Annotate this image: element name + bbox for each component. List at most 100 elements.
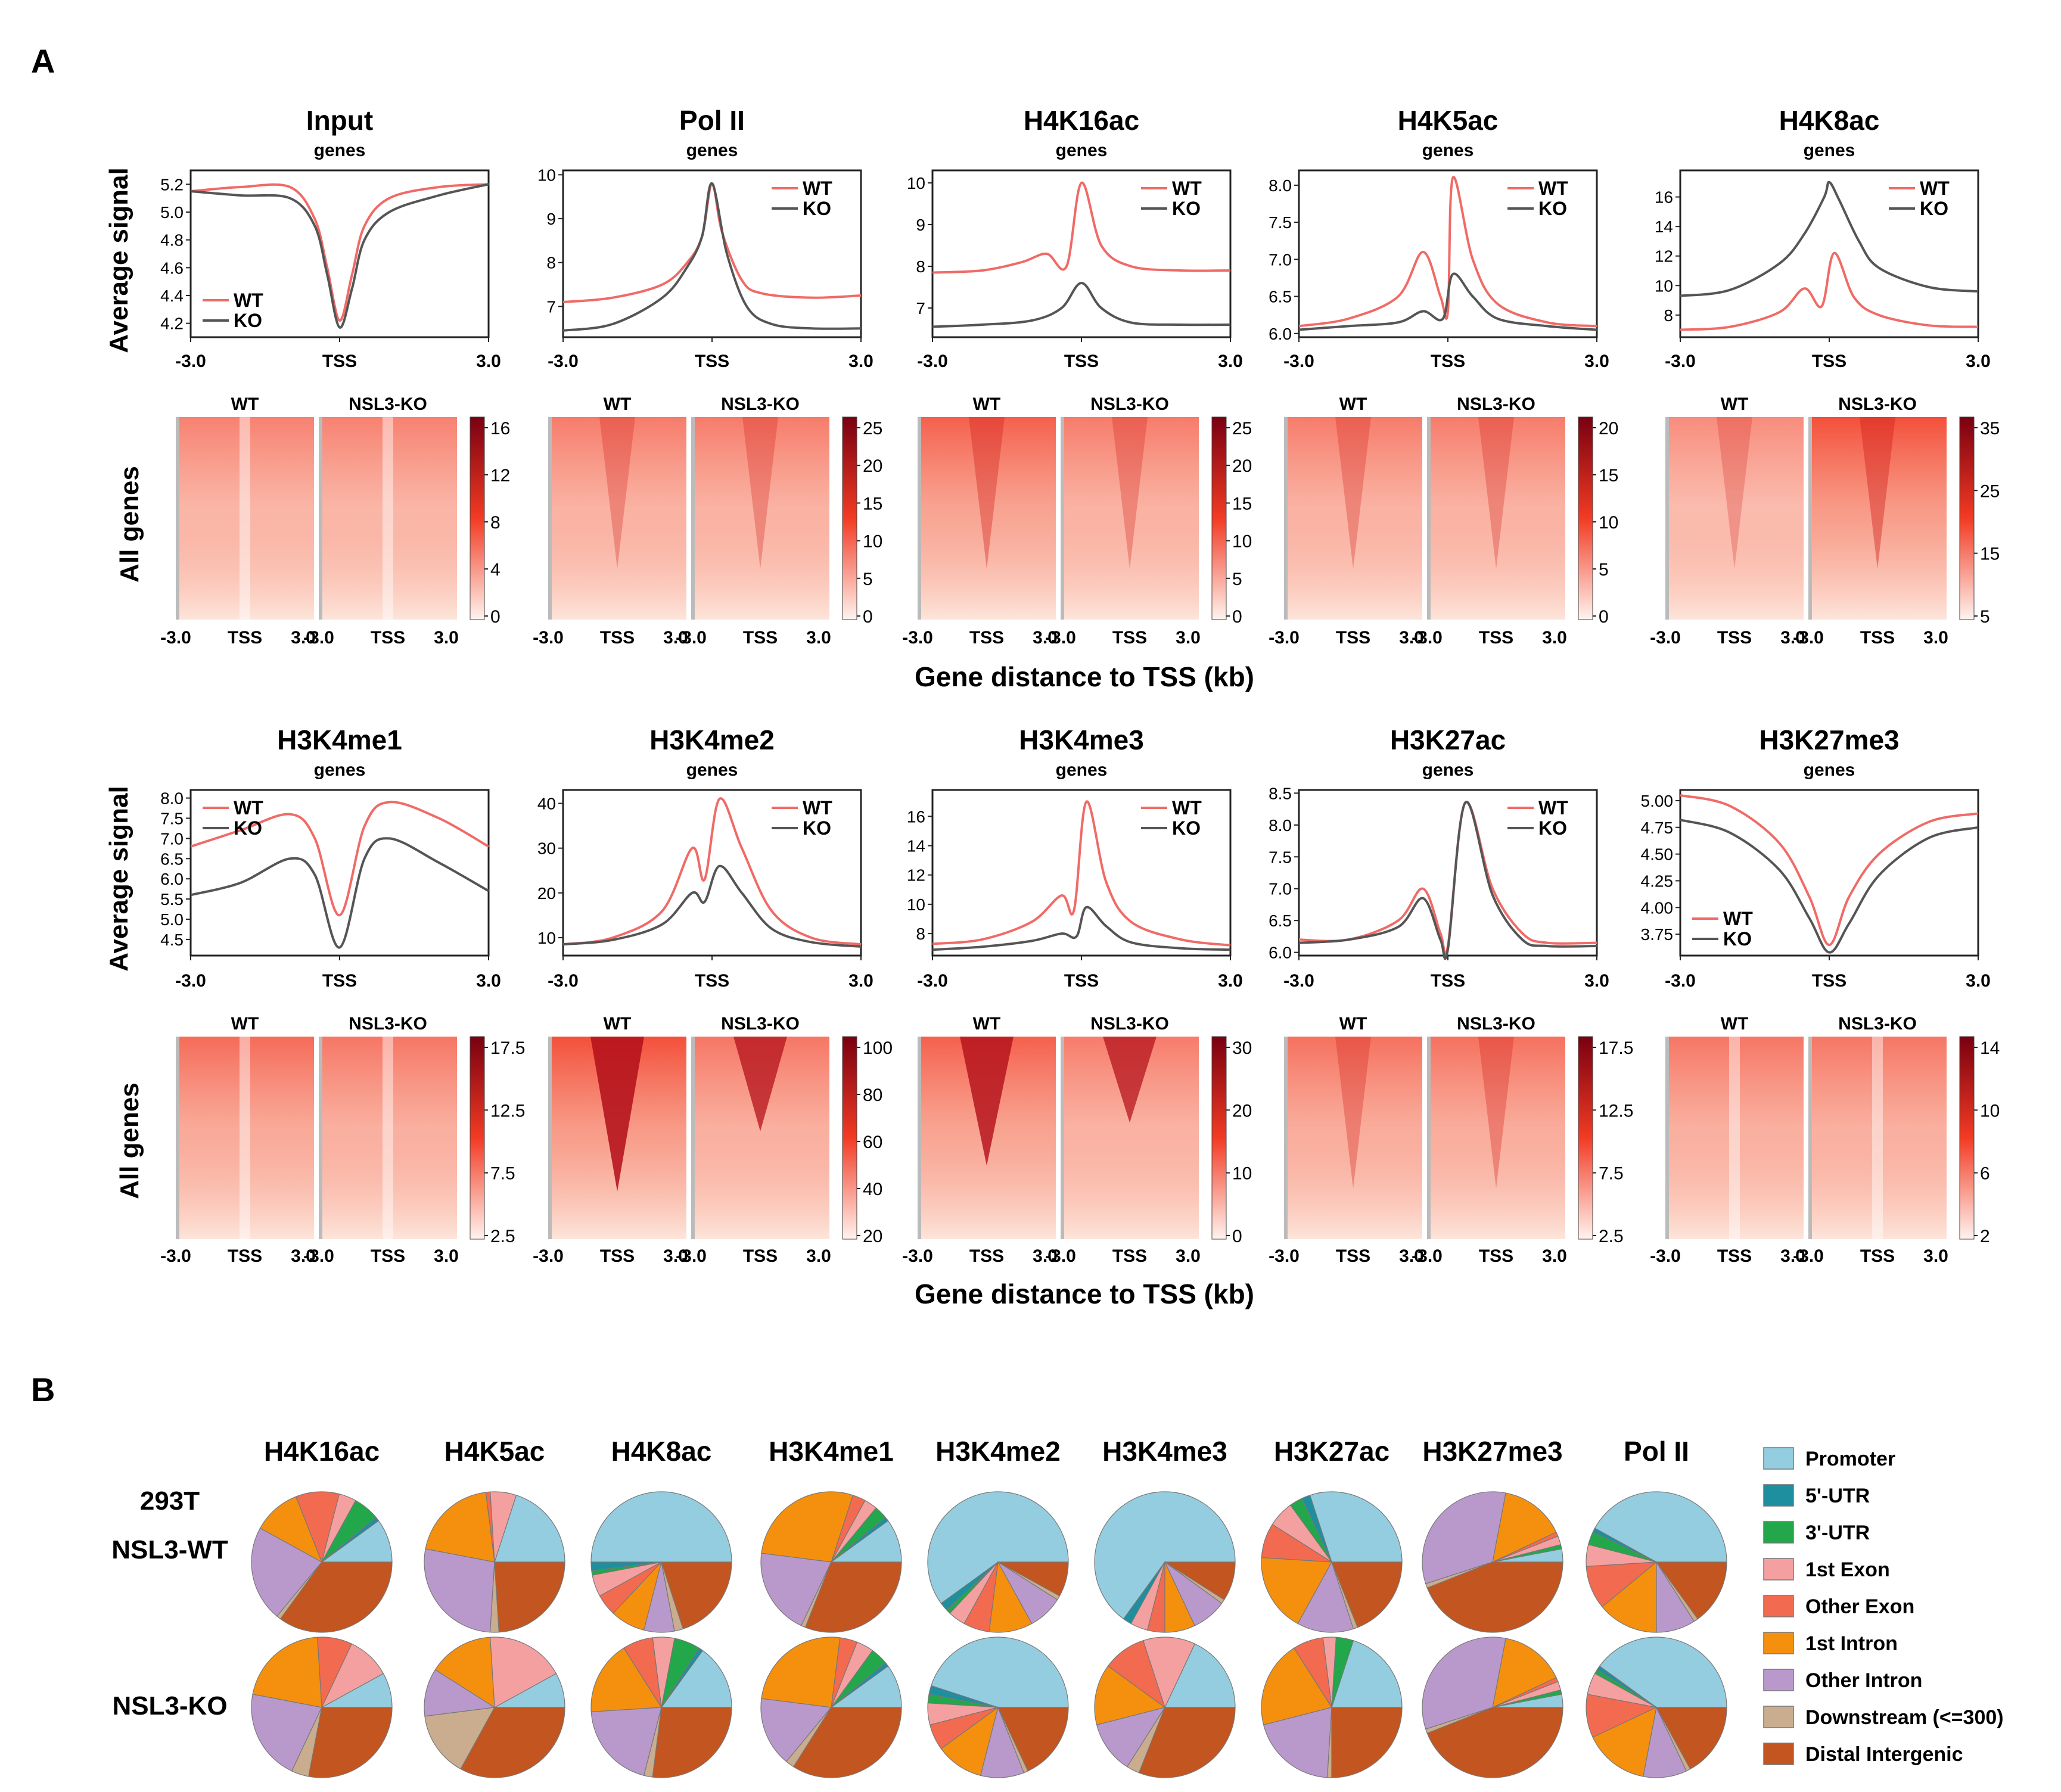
- profile-title: H3K4me1: [277, 724, 402, 755]
- pie-slice-1st-intron: [1261, 1647, 1332, 1726]
- profile-subtitle: genes: [1422, 141, 1474, 160]
- colorbar-tick-label: 17.5: [1599, 1038, 1633, 1058]
- pie-h3k27me3-ko: [1422, 1637, 1563, 1778]
- colorbar-tick-label: 17.5: [490, 1038, 525, 1058]
- colorbar: [1959, 416, 1975, 620]
- series-line-ko: [1680, 819, 1979, 954]
- heatmap-edge: [1808, 1037, 1812, 1239]
- legend-label-ko: KO: [1172, 198, 1201, 219]
- pie-slice-distal-intergenic: [1138, 1707, 1236, 1778]
- legend-label-ko: KO: [1920, 198, 1948, 219]
- profile-title: H4K8ac: [1779, 105, 1880, 136]
- y-tick-label: 16: [907, 807, 925, 826]
- y-tick-label: 4.75: [1641, 819, 1674, 837]
- y-tick-label: 7.0: [1269, 250, 1292, 269]
- x-tick-label: 3.0: [476, 351, 501, 371]
- heatmap-x-max: 3.0: [1780, 1246, 1805, 1266]
- heatmap-x-tss: TSS: [1336, 628, 1370, 648]
- colorbar-tick-label: 12: [490, 466, 510, 486]
- pie-slice-1st-intron: [761, 1637, 841, 1708]
- heatmap-body: [176, 1037, 314, 1239]
- x-tick-label: -3.0: [175, 971, 206, 991]
- x-axis-title-1: Gene distance to TSS (kb): [915, 661, 1254, 692]
- heatmap-x-min: -3.0: [1412, 1246, 1443, 1266]
- profile-subtitle: genes: [1422, 760, 1474, 780]
- heatmap-ko: NSL3-KO -3.0 TSS 3.0: [303, 394, 459, 648]
- pie-slice-1st-intron: [259, 1496, 323, 1563]
- pie-column-title: H3K4me3: [1102, 1436, 1227, 1467]
- legend-label-wt: WT: [1172, 797, 1202, 819]
- heatmap-tss-peak: [733, 1037, 787, 1131]
- colorbar-tick-label: 60: [863, 1133, 882, 1152]
- heatmap-header: NSL3-KO: [1457, 1014, 1535, 1034]
- colorbar-tick-label: 0: [863, 607, 873, 627]
- heatmap-x-min: -3.0: [902, 628, 933, 648]
- heatmap-header: NSL3-KO: [721, 1014, 800, 1034]
- pie-h3k27ac-wt: [1261, 1491, 1403, 1633]
- pie-slice-distal-intergenic: [279, 1561, 393, 1633]
- legend-label-1st-exon: 1st Exon: [1805, 1558, 1890, 1581]
- heatmap-tss-peak: [599, 417, 635, 569]
- heatmap-header: WT: [1339, 394, 1367, 414]
- y-tick-label: 16: [1655, 188, 1673, 207]
- colorbar-tick-label: 5: [1232, 570, 1242, 589]
- heatmap-x-max: 3.0: [806, 628, 831, 648]
- heatmap-x-max: 3.0: [291, 628, 316, 648]
- legend-label-wt: WT: [1172, 178, 1202, 199]
- heatmap-x-min: -3.0: [1412, 628, 1443, 648]
- legend-label-3-utr: 3'-UTR: [1805, 1522, 1870, 1544]
- pie-slice-promoter: [1164, 1643, 1236, 1708]
- pie-slice-other-intron: [1422, 1637, 1506, 1730]
- y-tick-label: 7.5: [1269, 213, 1292, 232]
- pie-column-title: H3K27me3: [1422, 1436, 1562, 1467]
- heatmap-body: [1427, 1037, 1565, 1239]
- pie-column-title: Pol II: [1624, 1436, 1689, 1467]
- heatmap-body: [176, 417, 314, 620]
- heatmap-x-min: -3.0: [1650, 1246, 1681, 1266]
- legend-swatch-promoter: [1763, 1447, 1794, 1470]
- heatmap-x-tss: TSS: [1112, 628, 1147, 648]
- heatmap-header: WT: [1721, 394, 1749, 414]
- pies-layer: 293T NSL3-WT NSL3-KO H4K16ac H4K5ac H4K8ac H3K…: [111, 1436, 2004, 1778]
- colorbar-tick-label: 20: [863, 1227, 882, 1246]
- colorbar-tick-label: 35: [1980, 419, 2000, 438]
- row-label-average-signal-2: Average signal: [104, 786, 133, 971]
- heatmap-x-min: -3.0: [676, 628, 707, 648]
- x-tick-label: TSS: [1431, 971, 1465, 991]
- y-tick-label: 7.0: [160, 829, 184, 848]
- profile-subtitle: genes: [1804, 141, 1855, 160]
- heatmap-tss-dip: [240, 1037, 250, 1239]
- heatmap-x-tss: TSS: [969, 1246, 1004, 1266]
- heatmap-x-min: -3.0: [1269, 628, 1300, 648]
- x-tick-label: TSS: [322, 971, 357, 991]
- heatmap-x-max: 3.0: [1923, 1246, 1948, 1266]
- y-tick-label: 40: [537, 795, 556, 813]
- series-line-wt: [190, 183, 489, 322]
- heatmap-x-tss: TSS: [600, 628, 635, 648]
- heatmap-x-max: 3.0: [1542, 628, 1567, 648]
- colorbar-tick-label: 25: [1232, 419, 1252, 438]
- x-tick-label: 3.0: [1584, 351, 1609, 371]
- heatmap-wt: WT -3.0 TSS 3.0: [1650, 1014, 1805, 1266]
- heatmap-x-max: 3.0: [663, 1246, 688, 1266]
- heatmap-body: [1061, 417, 1199, 620]
- pie-slice-promoter: [1594, 1491, 1727, 1563]
- pie-slice-distal-intergenic: [308, 1707, 393, 1778]
- heatmap-x-tss: TSS: [1717, 1246, 1752, 1266]
- profile-h3k27me3: H3K27me3 genes 3.75 4.00 4.25 4.50 4.75 5.00 -3.…: [1641, 724, 2000, 1266]
- colorbar-tick-label: 14: [1980, 1038, 2000, 1058]
- heatmap-header: NSL3-KO: [349, 1014, 427, 1034]
- heatmap-header: NSL3-KO: [1838, 1014, 1917, 1034]
- colorbar-tick-label: 10: [1232, 532, 1252, 552]
- pie-column-title: H3K4me2: [935, 1436, 1061, 1467]
- profile-title: Pol II: [679, 105, 745, 136]
- heatmap-edge: [1665, 1037, 1669, 1239]
- pie-slice-downstream-300: [424, 1707, 496, 1770]
- series-line-ko: [190, 183, 489, 329]
- y-tick-label: 10: [907, 895, 925, 914]
- pie-slice-distal-intergenic: [652, 1707, 732, 1778]
- y-tick-label: 5.0: [160, 203, 184, 222]
- heatmap-edge: [1061, 1037, 1064, 1239]
